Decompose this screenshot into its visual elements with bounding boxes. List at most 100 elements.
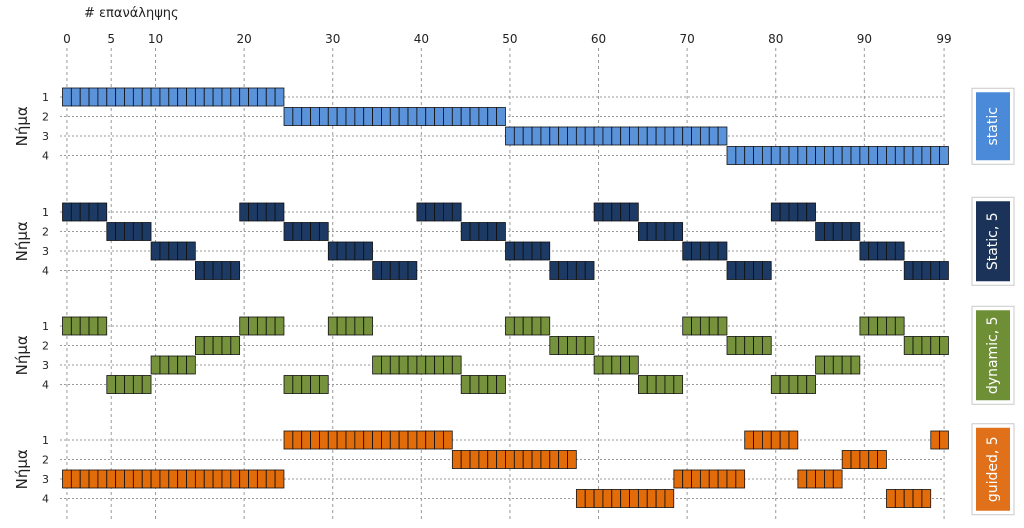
iteration-cell	[301, 107, 311, 126]
iteration-cell	[646, 222, 657, 241]
iteration-cell	[868, 146, 878, 165]
x-tick-label: 80	[768, 32, 783, 46]
iteration-cell	[682, 241, 692, 261]
iteration-cell	[877, 450, 887, 469]
schedule-bar	[416, 202, 462, 222]
x-tick-label: 60	[591, 32, 606, 46]
iteration-cell	[265, 202, 276, 222]
iteration-cell	[726, 336, 737, 355]
iteration-cell	[469, 450, 480, 469]
schedule-bar	[372, 261, 418, 280]
iteration-cell	[735, 146, 746, 165]
iteration-cell	[708, 469, 719, 489]
panel: 1 2 3 4 Νήμα dynamic, 5	[13, 305, 1015, 405]
iteration-cell	[868, 241, 878, 261]
iteration-cell	[469, 222, 480, 241]
schedule-bar	[460, 222, 506, 241]
iteration-cell	[505, 126, 515, 146]
iteration-cell	[62, 87, 72, 107]
iteration-cell	[274, 202, 285, 222]
x-tick-label: 70	[679, 32, 694, 46]
iteration-cell	[717, 316, 728, 336]
iteration-cell	[115, 222, 125, 241]
iteration-cell	[664, 222, 675, 241]
iteration-cell	[762, 146, 772, 165]
iteration-cell	[265, 316, 276, 336]
x-tick-label: 99	[936, 32, 951, 46]
iteration-cell	[398, 355, 409, 375]
iteration-cell	[806, 202, 816, 222]
iteration-cell	[221, 336, 232, 355]
x-tick-label: 30	[325, 32, 340, 46]
iteration-cell	[815, 146, 825, 165]
iteration-cell	[177, 87, 187, 107]
iteration-cell	[345, 107, 356, 126]
iteration-cell	[319, 375, 329, 394]
iteration-cell	[62, 316, 72, 336]
iteration-cell	[717, 241, 728, 261]
iteration-cell	[274, 316, 285, 336]
iteration-cell	[124, 87, 134, 107]
iteration-cell	[354, 241, 365, 261]
iteration-cell	[593, 355, 604, 375]
iteration-cell	[354, 316, 365, 336]
iteration-cell	[248, 87, 258, 107]
iteration-cell	[602, 126, 613, 146]
iteration-cell	[877, 316, 887, 336]
iteration-cell	[753, 261, 763, 280]
iteration-cell	[753, 430, 763, 450]
iteration-cell	[168, 87, 179, 107]
iteration-cell	[168, 355, 179, 375]
iteration-cell	[682, 469, 692, 489]
iteration-cell	[638, 489, 648, 508]
iteration-cell	[363, 107, 373, 126]
x-axis: 0 5 10 20 30 40 50 60 70 80 90 99	[63, 32, 952, 46]
iteration-cell	[788, 202, 799, 222]
iteration-cell	[762, 261, 772, 280]
iteration-cell	[88, 469, 99, 489]
iteration-cell	[708, 126, 719, 146]
iteration-cell	[257, 202, 267, 222]
iteration-cell	[319, 107, 329, 126]
iteration-cell	[451, 202, 462, 222]
iteration-cell	[106, 375, 117, 394]
schedule-bar	[451, 450, 577, 469]
x-tick-label: 90	[857, 32, 872, 46]
iteration-cell	[310, 107, 320, 126]
iteration-cell	[443, 355, 453, 375]
iteration-cell	[434, 355, 444, 375]
iteration-cell	[132, 87, 143, 107]
iteration-cell	[744, 261, 754, 280]
schedule-bar	[797, 469, 843, 489]
iteration-cell	[939, 336, 949, 355]
iteration-cell	[815, 222, 825, 241]
iteration-cell	[903, 261, 914, 280]
iteration-cell	[903, 146, 914, 165]
iteration-cell	[416, 355, 427, 375]
iteration-cell	[620, 126, 630, 146]
schedule-bar	[505, 316, 551, 336]
schedule-bar	[575, 489, 675, 508]
iteration-cell	[469, 375, 480, 394]
thread-label: 2	[42, 111, 49, 124]
schedule-bar	[283, 375, 329, 394]
thread-label: 2	[42, 454, 49, 467]
iteration-cell	[575, 261, 586, 280]
legend-badge: guided, 5	[971, 423, 1015, 516]
iteration-cell	[567, 450, 577, 469]
iteration-cell	[496, 450, 506, 469]
iteration-cell	[850, 355, 861, 375]
iteration-cell	[708, 241, 719, 261]
iteration-cell	[646, 375, 657, 394]
iteration-cell	[531, 450, 542, 469]
y-axis-label: Νήμα	[13, 335, 31, 375]
iteration-cell	[549, 126, 559, 146]
iteration-cell	[239, 87, 249, 107]
iteration-cell	[194, 261, 205, 280]
iteration-cell	[274, 469, 285, 489]
schedule-bar	[859, 316, 905, 336]
iteration-cell	[921, 489, 932, 508]
iteration-cell	[886, 489, 896, 508]
iteration-cell	[762, 430, 772, 450]
iteration-cell	[434, 430, 444, 450]
